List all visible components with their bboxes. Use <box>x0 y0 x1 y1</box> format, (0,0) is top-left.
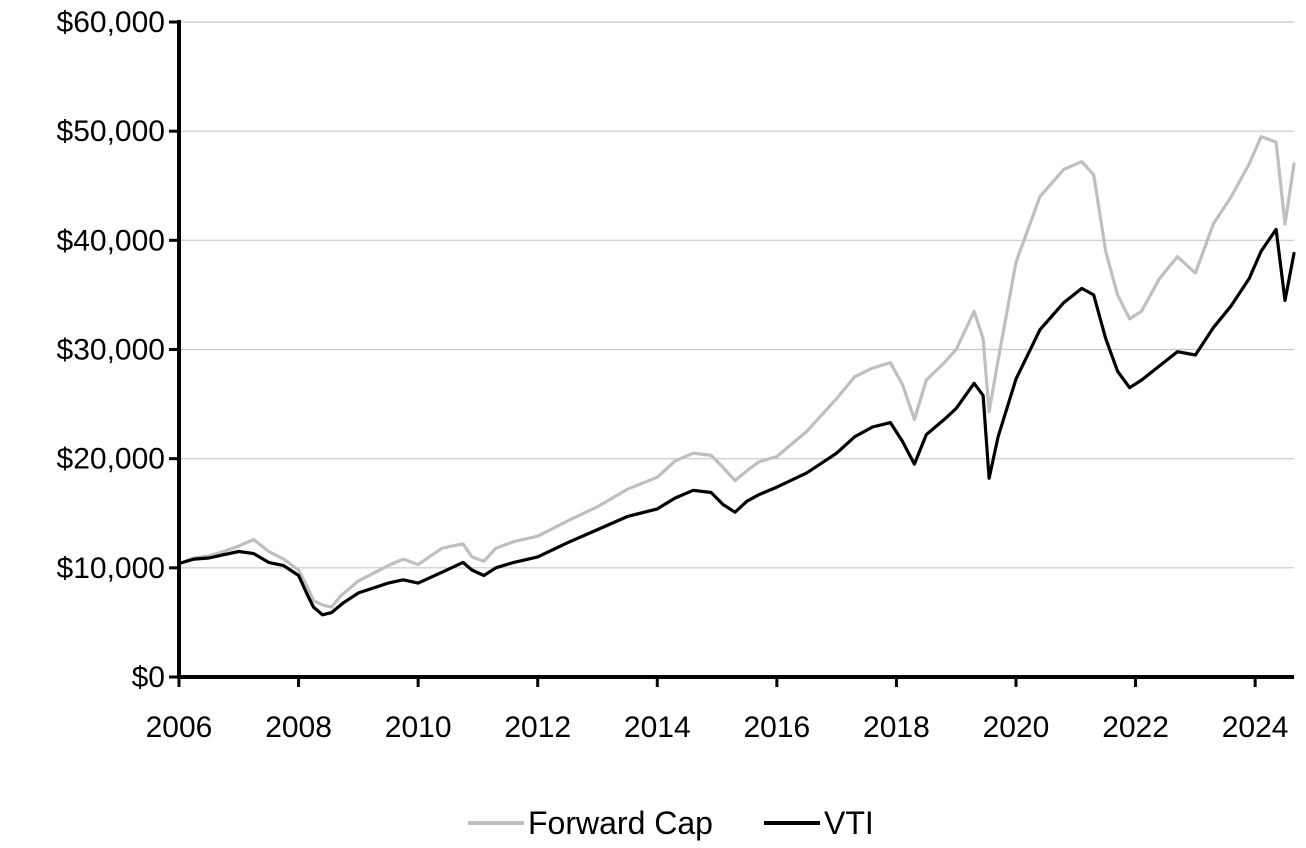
gridlines <box>179 21 1294 569</box>
legend-label: Forward Cap <box>528 805 713 841</box>
series-line-vti <box>177 227 1296 617</box>
legend: Forward Cap VTI <box>468 805 874 841</box>
x-tick-label: 2012 <box>504 711 571 744</box>
x-tick-label: 2014 <box>624 711 691 744</box>
y-tick-label: $60,000 <box>57 6 165 39</box>
x-tick-label: 2024 <box>1222 711 1289 744</box>
x-tick-label: 2010 <box>385 711 452 744</box>
y-tick-label: $30,000 <box>57 334 165 367</box>
x-tick-label: 2018 <box>863 711 930 744</box>
x-tick-label: 2016 <box>743 711 810 744</box>
x-tick-label: 2020 <box>983 711 1050 744</box>
legend-label: VTI <box>824 805 874 841</box>
y-tick-label: $50,000 <box>57 115 165 148</box>
series-line-forward-cap <box>177 135 1296 609</box>
y-tick-label: $40,000 <box>57 224 165 257</box>
y-tick-label: $10,000 <box>57 552 165 585</box>
y-tick-label: $20,000 <box>57 443 165 476</box>
x-tick-label: 2022 <box>1102 711 1169 744</box>
y-axis-ticks: $0 $10,000 $20,000 $30,000 $40,000 $50,000 $60… <box>57 6 179 694</box>
x-axis-ticks: 2006 2008 2010 2012 2014 2016 2018 2020 2022 2024 <box>146 677 1289 744</box>
x-tick-label: 2008 <box>265 711 332 744</box>
x-tick-label: 2006 <box>146 711 213 744</box>
series-lines <box>177 135 1296 617</box>
y-tick-label: $0 <box>132 661 165 694</box>
